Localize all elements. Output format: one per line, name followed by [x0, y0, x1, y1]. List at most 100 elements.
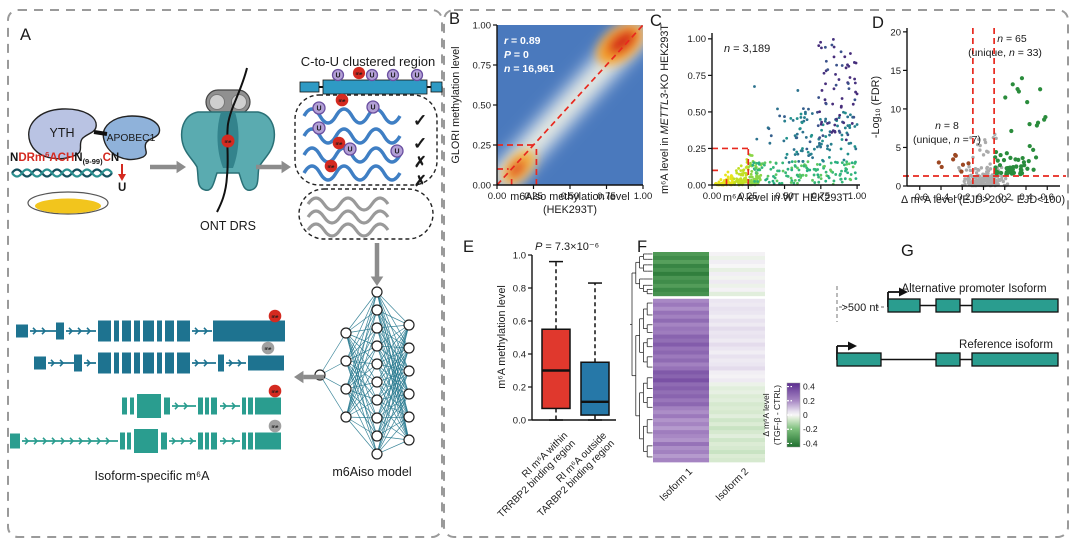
heatmap-cell: [653, 394, 709, 399]
volcano-point: [997, 163, 1003, 168]
nn-edge: [345, 388, 378, 437]
motif-sequence: NDRm6ACHN(9-99)CN: [10, 150, 119, 166]
panel-g: G >500 nt Alternative promoter Isoform R…: [836, 242, 1059, 367]
y-tick-label: 0.2: [513, 382, 526, 393]
exon-block: [213, 320, 285, 342]
g-alt-isoform-label: Alternative promoter Isoform: [901, 283, 1046, 295]
scatter-point: [809, 152, 813, 156]
scatter-point: [810, 112, 814, 115]
scatter-point: [768, 141, 772, 145]
scatter-point: [724, 173, 727, 177]
seq-red2: ACH: [49, 152, 74, 164]
scatter-point: [848, 113, 852, 117]
scatter-point: [824, 135, 828, 138]
volcano-point: [953, 153, 958, 158]
scatter-point: [797, 168, 801, 172]
exon-block: [143, 352, 154, 374]
volcano-point: [995, 170, 1000, 175]
heatmap-cell: [653, 279, 709, 285]
scatter-point: [786, 167, 790, 171]
heatmap-cell: [709, 418, 765, 423]
volcano-point: [1031, 147, 1036, 153]
d-x-axis-label: Δ m⁶A level (EJD>200 - EJD<100): [901, 194, 1065, 206]
scatter-point: [793, 160, 797, 164]
heatmap-cell: [653, 378, 709, 383]
nn-node: [340, 411, 352, 423]
scatter-point: [852, 115, 856, 119]
scatter-point: [820, 120, 824, 124]
scatter-point: [733, 181, 737, 185]
nn-edge: [345, 363, 378, 418]
scatter-point: [816, 124, 820, 128]
scatter-point: [840, 133, 844, 137]
scatter-point: [816, 110, 819, 114]
scatter-point: [790, 166, 794, 170]
nn-edge: [345, 291, 378, 362]
scatter-point: [829, 169, 833, 173]
nn-edge: [376, 324, 410, 347]
heatmap-cell: [709, 350, 765, 355]
scatter-point: [754, 166, 758, 170]
volcano-point: [1008, 155, 1013, 160]
volcano-point: [977, 137, 981, 142]
exon-block: [157, 320, 162, 342]
y-tick-label: 0.25: [473, 140, 492, 151]
x-tick-label: 0.50: [775, 191, 794, 202]
exon-block: [248, 355, 284, 371]
seq-red1: DRm: [18, 152, 45, 164]
scatter-point: [797, 159, 801, 163]
scatter-point: [849, 173, 853, 176]
scatter-point: [816, 168, 820, 171]
exon-block: [242, 397, 246, 415]
scatter-point: [843, 126, 847, 130]
volcano-point: [1010, 167, 1015, 173]
scatter-point: [785, 152, 789, 156]
seq-n1: N: [10, 152, 18, 164]
c-ylabel-p1: m⁶A level in: [659, 134, 671, 194]
splice-chevron: [59, 359, 65, 367]
volcano-point: [1000, 174, 1004, 179]
scatter-point: [798, 173, 802, 177]
read-wave: [302, 164, 402, 182]
exon-block: [248, 432, 253, 450]
volcano-point: [981, 172, 985, 176]
scatter-point: [757, 176, 761, 180]
y-tick-label: 0: [896, 181, 901, 192]
heatmap-cell: [709, 442, 765, 447]
scatter-point: [749, 161, 752, 165]
nn-edge: [376, 309, 410, 395]
colorbar-tick-label: -0.2: [803, 424, 818, 434]
scatter-point: [801, 107, 805, 111]
e-p-sym: P: [535, 241, 543, 253]
scatter-point: [846, 115, 850, 119]
flow-arrow-head: [294, 370, 304, 384]
f-heatmap: [653, 252, 765, 463]
scatter-point: [829, 161, 833, 165]
panel-g-label: G: [901, 242, 914, 260]
me-site-badge: [324, 159, 338, 173]
heatmap-cell: [709, 410, 765, 415]
scatter-point: [851, 165, 855, 169]
u-site-badge: [343, 142, 357, 156]
heatmap-cell: [653, 330, 709, 335]
splice-chevron: [69, 437, 75, 445]
me-site-label: me: [336, 142, 343, 147]
nn-node: [371, 394, 383, 406]
c-to-u-arrow-head: [118, 174, 126, 181]
scatter-point: [748, 164, 752, 167]
heatmap-cell: [653, 457, 709, 463]
scatter-point: [799, 116, 803, 119]
panel-f-label: F: [637, 238, 647, 256]
me-site-badge: [335, 93, 349, 107]
b-stat-n: n = 16,961: [504, 63, 555, 75]
volcano-point: [978, 148, 982, 152]
scatter-point: [752, 161, 756, 165]
heatmap-cell: [653, 318, 709, 324]
scatter-point: [832, 45, 836, 49]
volcano-point: [964, 168, 969, 172]
scatter-point: [842, 163, 846, 167]
panel-a-label: A: [20, 26, 31, 44]
e-boxplot: 0.0 0.2 0.4 0.6 0.8 1.0: [513, 250, 616, 426]
exon-block: [98, 352, 111, 374]
